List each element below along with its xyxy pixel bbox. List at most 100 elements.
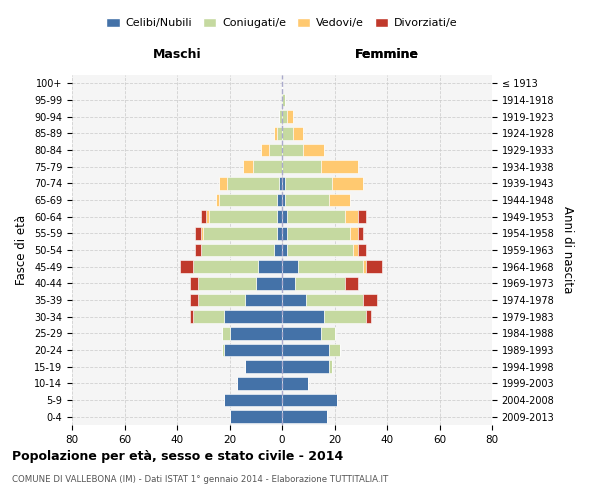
Bar [366,310,371,323]
Bar [282,194,284,206]
Bar [329,344,340,356]
Bar [282,344,329,356]
Bar [280,177,282,190]
Bar [219,194,277,206]
Bar [224,310,282,323]
Bar [282,244,287,256]
Bar [282,110,287,123]
Bar [274,244,282,256]
Bar [364,294,377,306]
Bar [287,227,350,239]
Bar [303,144,324,156]
Bar [196,244,200,256]
Y-axis label: Anni di nascita: Anni di nascita [561,206,574,294]
Text: Popolazione per età, sesso e stato civile - 2014: Popolazione per età, sesso e stato civil… [12,450,343,463]
Bar [256,277,282,289]
Bar [277,227,282,239]
Bar [179,260,193,273]
Bar [245,294,282,306]
Bar [190,294,198,306]
Bar [282,227,287,239]
Bar [282,144,303,156]
Bar [209,210,277,223]
Bar [206,210,209,223]
Bar [350,227,358,239]
Bar [282,177,284,190]
Bar [282,327,322,340]
Bar [287,210,345,223]
Bar [358,210,366,223]
Bar [282,277,295,289]
Bar [358,244,366,256]
Text: COMUNE DI VALLEBONA (IM) - Dati ISTAT 1° gennaio 2014 - Elaborazione TUTTITALIA.: COMUNE DI VALLEBONA (IM) - Dati ISTAT 1°… [12,475,388,484]
Bar [282,94,284,106]
Bar [227,177,280,190]
Bar [280,110,282,123]
Bar [284,194,329,206]
Bar [221,327,229,340]
Bar [224,344,282,356]
Bar [200,227,203,239]
Bar [196,227,200,239]
Bar [345,210,358,223]
Bar [282,260,298,273]
Bar [305,294,364,306]
Text: Femmine: Femmine [355,48,419,61]
Bar [295,277,345,289]
Y-axis label: Fasce di età: Fasce di età [16,215,28,285]
Bar [229,410,282,423]
Bar [282,410,326,423]
Bar [193,310,224,323]
Bar [329,194,350,206]
Bar [287,244,353,256]
Bar [193,260,259,273]
Text: Maschi: Maschi [152,48,202,61]
Bar [322,160,358,173]
Bar [332,177,364,190]
Bar [353,244,358,256]
Bar [282,127,293,140]
Bar [282,394,337,406]
Bar [277,210,282,223]
Bar [324,310,366,323]
Bar [298,260,364,273]
Bar [242,160,253,173]
Bar [282,377,308,390]
Bar [293,127,303,140]
Bar [221,344,224,356]
Bar [245,360,282,373]
Bar [217,194,219,206]
Bar [284,177,332,190]
Bar [277,194,282,206]
Text: Femmine: Femmine [355,48,419,61]
Bar [253,160,282,173]
Bar [261,144,269,156]
Bar [269,144,282,156]
Bar [190,277,198,289]
Bar [287,110,293,123]
Bar [224,394,282,406]
Bar [364,260,366,273]
Bar [358,227,364,239]
Bar [200,244,274,256]
Bar [190,310,193,323]
Bar [282,360,329,373]
Bar [203,227,277,239]
Bar [345,277,358,289]
Bar [274,127,277,140]
Bar [259,260,282,273]
Bar [198,294,245,306]
Bar [198,277,256,289]
Bar [277,127,282,140]
Legend: Celibi/Nubili, Coniugati/e, Vedovi/e, Divorziati/e: Celibi/Nubili, Coniugati/e, Vedovi/e, Di… [102,13,462,32]
Bar [282,160,322,173]
Bar [238,377,282,390]
Bar [282,210,287,223]
Bar [366,260,382,273]
Bar [229,327,282,340]
Bar [282,310,324,323]
Bar [219,177,227,190]
Bar [329,360,332,373]
Bar [282,294,305,306]
Bar [200,210,206,223]
